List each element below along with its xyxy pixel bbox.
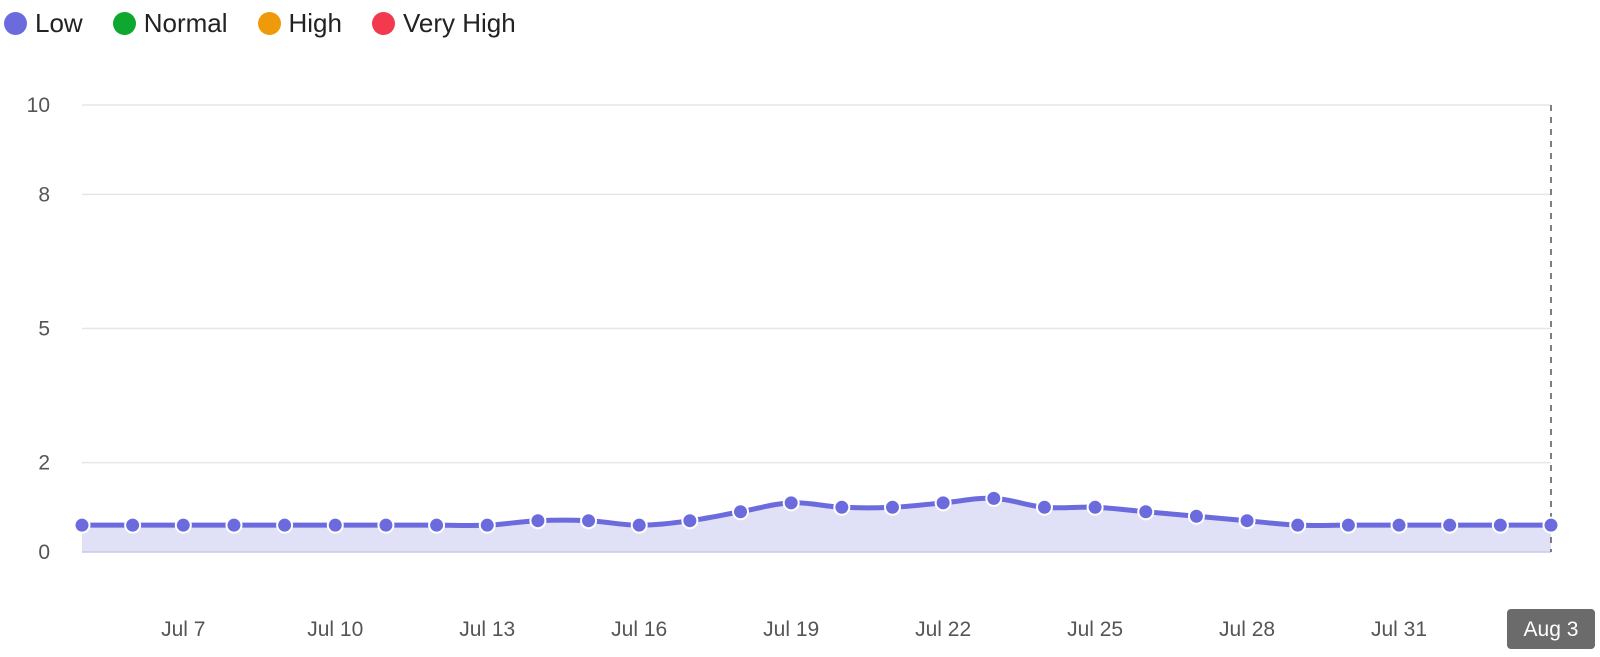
x-tick-label: Jul 10 [307, 618, 363, 641]
data-point [1035, 498, 1053, 516]
legend-item-low[interactable]: Low [4, 8, 83, 39]
y-tick-label-0: 0 [38, 541, 50, 564]
data-point [681, 512, 699, 530]
data-point [1238, 512, 1256, 530]
x-tick-label: Jul 19 [763, 618, 819, 641]
legend-label-high: High [288, 7, 342, 38]
data-point [529, 512, 547, 530]
data-point [883, 498, 901, 516]
data-point [1289, 516, 1307, 534]
data-point [174, 516, 192, 534]
series-area-low [82, 498, 1551, 552]
data-point [934, 494, 952, 512]
data-point [377, 516, 395, 534]
data-point [1491, 516, 1509, 534]
data-point [1187, 507, 1205, 525]
data-point [782, 494, 800, 512]
y-tick-label-8: 8 [38, 183, 50, 206]
data-point [1339, 516, 1357, 534]
data-point [985, 489, 1003, 507]
y-tick-label-2: 2 [38, 452, 50, 475]
chart-legend: Low Normal High Very High [4, 4, 546, 42]
legend-item-normal[interactable]: Normal [112, 7, 228, 39]
data-point [276, 516, 294, 534]
data-point [326, 516, 344, 534]
x-tick-label: Jul 31 [1371, 618, 1427, 641]
legend-label-low: Low [35, 7, 83, 38]
data-point [1137, 503, 1155, 521]
data-point [1390, 516, 1408, 534]
x-highlight-label: Aug 3 [1524, 618, 1579, 641]
data-point [1086, 498, 1104, 516]
x-highlight-badge [1507, 609, 1595, 649]
x-tick-label: Jul 25 [1067, 618, 1123, 641]
x-tick-label: Jul 22 [915, 618, 971, 641]
x-tick-label: Jul 16 [611, 618, 667, 641]
legend-label-very-high: Very High [402, 7, 516, 38]
legend-label-normal: Normal [143, 7, 228, 38]
x-tick-label: Jul 13 [459, 618, 515, 641]
y-tick-label-5: 5 [38, 318, 50, 341]
legend-dot-high [257, 11, 281, 35]
x-tick-label: Jul 7 [161, 618, 205, 641]
data-point [478, 516, 496, 534]
data-point [428, 516, 446, 534]
legend-item-very-high[interactable]: Very High [371, 7, 516, 39]
data-point [732, 503, 750, 521]
data-point [630, 516, 648, 534]
data-point [225, 516, 243, 534]
data-point [124, 516, 142, 534]
y-tick-label-10: 10 [27, 94, 50, 117]
legend-dot-low [4, 11, 27, 35]
legend-dot-very-high [371, 11, 395, 35]
data-point [580, 512, 598, 530]
data-point [73, 516, 91, 534]
data-point [1542, 516, 1560, 534]
legend-dot-normal [112, 11, 136, 35]
legend-item-high[interactable]: High [257, 7, 342, 39]
data-point [1441, 516, 1459, 534]
data-point [833, 498, 851, 516]
x-tick-label: Jul 28 [1219, 618, 1275, 641]
